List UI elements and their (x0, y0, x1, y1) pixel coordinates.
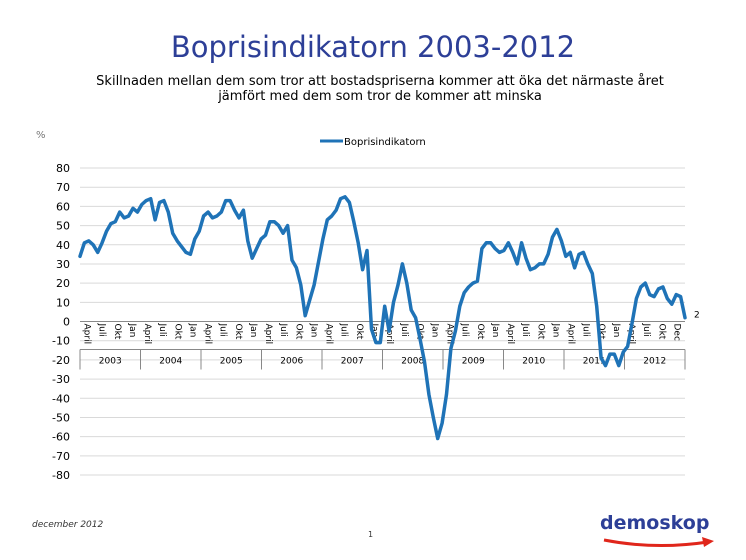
x-month-label: Juli (641, 323, 651, 337)
x-month-label: Juli (399, 323, 409, 337)
x-year-label: 2007 (341, 357, 364, 367)
x-month-label: April (142, 324, 152, 345)
x-month-label: Juli (97, 323, 107, 337)
x-year-label: 2008 (401, 357, 424, 367)
x-month-label: Juli (520, 323, 530, 337)
x-month-label: April (263, 324, 273, 345)
line-chart: 80706050403020100-10-20-30-40-50-60-70-8… (36, 130, 700, 482)
x-year-label: 2006 (280, 357, 303, 367)
x-month-label: Okt (596, 324, 606, 340)
x-year-label: 2012 (643, 357, 666, 367)
x-month-label: Jan (550, 323, 560, 338)
subtitle-line-2: jämfört med dem som tror de kommer att m… (218, 89, 542, 104)
logo-text: demoskop (600, 512, 710, 534)
x-month-label: Jan (127, 323, 137, 338)
x-month-label: April (505, 324, 515, 345)
page-number: 1 (368, 530, 374, 539)
y-tick-label: 80 (56, 162, 70, 175)
x-month-label: Okt (656, 324, 666, 340)
x-month-label: Juli (157, 323, 167, 337)
footer-date: december 2012 (32, 520, 104, 530)
logo-arrow-icon (603, 537, 714, 548)
y-tick-label: 40 (56, 239, 70, 252)
y-tick-label: -80 (52, 469, 70, 482)
x-month-label: April (82, 324, 92, 345)
x-month-label: Jan (611, 323, 621, 338)
x-year-label: 2003 (99, 357, 122, 367)
x-month-label: Jan (429, 323, 439, 338)
y-tick-label: -30 (52, 373, 70, 386)
chart-title: Boprisindikatorn 2003-2012 (170, 30, 576, 64)
y-tick-label: -20 (52, 354, 70, 367)
y-tick-label: -50 (52, 411, 70, 424)
y-tick-label: 50 (56, 220, 70, 233)
y-tick-label: 10 (56, 296, 70, 309)
x-month-label: Juli (581, 323, 591, 337)
chart-subtitle: Skillnaden mellan dem som tror att bosta… (40, 74, 720, 104)
x-month-label: Okt (293, 324, 303, 340)
y-tick-label: 0 (63, 316, 70, 329)
x-month-label: Juli (218, 323, 228, 337)
y-tick-label: -70 (52, 450, 70, 463)
x-month-label: Okt (354, 324, 364, 340)
x-month-label: April (384, 324, 394, 345)
x-month-label: April (203, 324, 213, 345)
y-tick-label: 20 (56, 277, 70, 290)
x-month-label: April (566, 324, 576, 345)
x-month-label: Okt (233, 324, 243, 340)
x-month-label: Juli (339, 323, 349, 337)
y-tick-label: 60 (56, 200, 70, 213)
x-month-label: Jan (248, 323, 258, 338)
y-tick-label: -10 (52, 335, 70, 348)
x-year-label: 2009 (462, 357, 485, 367)
x-month-label: Juli (278, 323, 288, 337)
x-year-label: 2005 (220, 357, 243, 367)
x-year-label: 2004 (159, 357, 182, 367)
x-month-label: Okt (112, 324, 122, 340)
x-month-label: Jan (187, 323, 197, 338)
subtitle-line-1: Skillnaden mellan dem som tror att bosta… (96, 74, 664, 89)
x-month-label: Okt (172, 324, 182, 340)
x-year-label: 2010 (522, 357, 545, 367)
x-month-label: April (445, 324, 455, 345)
y-tick-label: -60 (52, 431, 70, 444)
x-month-label: Jan (308, 323, 318, 338)
x-month-label: Jan (490, 323, 500, 338)
x-month-label: Dec (671, 324, 681, 341)
x-month-label: April (324, 324, 334, 345)
demoskop-logo: demoskop (600, 512, 720, 552)
legend-label: Boprisindikatorn (344, 137, 426, 148)
y-axis-label: % (36, 130, 46, 141)
x-month-label: Okt (535, 324, 545, 340)
series-line (78, 195, 687, 441)
y-tick-label: 70 (56, 181, 70, 194)
end-data-label: 2 (694, 311, 700, 321)
x-month-label: Juli (460, 323, 470, 337)
x-month-label: Jan (369, 323, 379, 338)
x-year-label: 2011 (583, 357, 606, 367)
x-month-label: Okt (475, 324, 485, 340)
y-tick-label: -40 (52, 392, 70, 405)
y-tick-label: 30 (56, 258, 70, 271)
